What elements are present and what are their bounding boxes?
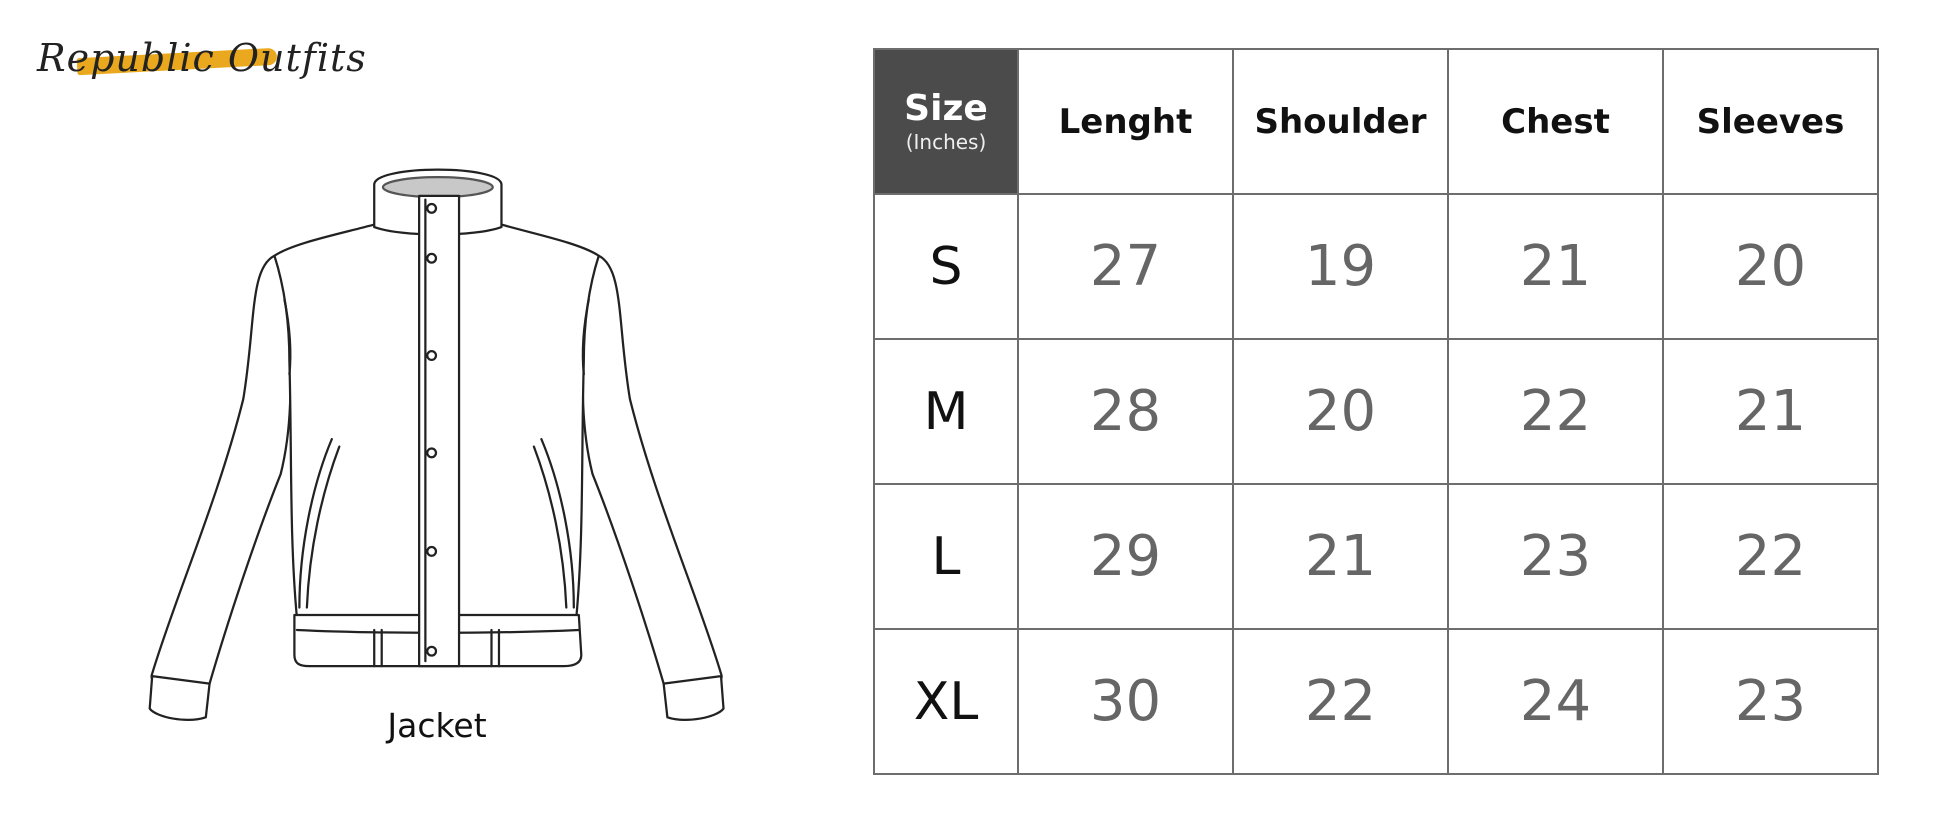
logo-text: Republic Outfits — [37, 36, 367, 80]
column-header-sleeves: Sleeves — [1662, 48, 1879, 195]
size-cell: S — [873, 193, 1019, 340]
value-cell: 27 — [1017, 193, 1234, 340]
size-cell: M — [873, 338, 1019, 485]
column-header-chest: Chest — [1447, 48, 1664, 195]
brand-logo: Republic Outfits — [37, 30, 366, 115]
unit-label: (Inches) — [905, 129, 987, 154]
column-header-length: Lenght — [1017, 48, 1234, 195]
garment-label: Jacket — [387, 706, 487, 745]
value-cell: 28 — [1017, 338, 1234, 485]
value-cell: 21 — [1662, 338, 1879, 485]
table-row: L 29 21 23 22 — [873, 483, 1879, 630]
value-cell: 22 — [1232, 628, 1449, 775]
value-cell: 21 — [1447, 193, 1664, 340]
size-cell: XL — [873, 628, 1019, 775]
value-cell: 23 — [1447, 483, 1664, 630]
size-header: Size (Inches) — [873, 48, 1019, 195]
table-row: S 27 19 21 20 — [873, 193, 1879, 340]
value-cell: 20 — [1662, 193, 1879, 340]
value-cell: 20 — [1232, 338, 1449, 485]
size-chart-table: Size (Inches) Lenght Shoulder Chest Slee… — [873, 48, 1879, 775]
table-row: M 28 20 22 21 — [873, 338, 1879, 485]
size-header-label: Size — [904, 87, 988, 129]
value-cell: 21 — [1232, 483, 1449, 630]
value-cell: 30 — [1017, 628, 1234, 775]
size-cell: L — [873, 483, 1019, 630]
value-cell: 22 — [1447, 338, 1664, 485]
table-header-row: Size (Inches) Lenght Shoulder Chest Slee… — [873, 48, 1879, 195]
column-header-shoulder: Shoulder — [1232, 48, 1449, 195]
table-row: XL 30 22 24 23 — [873, 628, 1879, 775]
value-cell: 19 — [1232, 193, 1449, 340]
value-cell: 22 — [1662, 483, 1879, 630]
value-cell: 23 — [1662, 628, 1879, 775]
value-cell: 29 — [1017, 483, 1234, 630]
value-cell: 24 — [1447, 628, 1664, 775]
